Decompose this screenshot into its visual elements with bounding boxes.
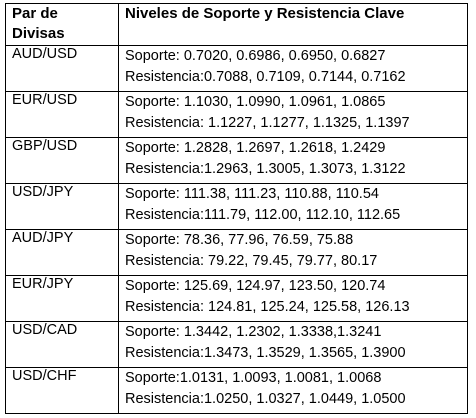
- table-body: AUD/USD Soporte: 0.7020, 0.6986, 0.6950,…: [5, 45, 468, 414]
- pair-cell: USD/JPY: [5, 183, 119, 230]
- table-row: EUR/JPY Soporte: 125.69, 124.97, 123.50,…: [5, 275, 468, 322]
- pair-cell: USD/CAD: [5, 321, 119, 368]
- support-levels: Soporte: 1.3442, 1.2302, 1.3338,1.3241: [125, 324, 382, 340]
- table-row: USD/CAD Soporte: 1.3442, 1.2302, 1.3338,…: [5, 321, 468, 368]
- table-header: Par de Divisas Niveles de Soporte y Resi…: [5, 3, 468, 46]
- resistance-levels: Resistencia:111.79, 112.00, 112.10, 112.…: [125, 207, 401, 223]
- levels-cell: Soporte: 125.69, 124.97, 123.50, 120.74 …: [118, 275, 468, 322]
- table-row: USD/JPY Soporte: 111.38, 111.23, 110.88,…: [5, 183, 468, 230]
- support-levels: Soporte: 1.2828, 1.2697, 1.2618, 1.2429: [125, 140, 386, 156]
- pair-cell: AUD/JPY: [5, 229, 119, 276]
- pair-cell: USD/CHF: [5, 367, 119, 414]
- resistance-levels: Resistencia:1.3473, 1.3529, 1.3565, 1.39…: [125, 345, 406, 361]
- support-resistance-table: Par de Divisas Niveles de Soporte y Resi…: [5, 3, 468, 414]
- header-row: Par de Divisas Niveles de Soporte y Resi…: [5, 3, 468, 46]
- pair-cell: GBP/USD: [5, 137, 119, 184]
- resistance-levels: Resistencia: 79.22, 79.45, 79.77, 80.17: [125, 253, 378, 269]
- table-row: AUD/USD Soporte: 0.7020, 0.6986, 0.6950,…: [5, 45, 468, 92]
- levels-cell: Soporte:1.0131, 1.0093, 1.0081, 1.0068 R…: [118, 367, 468, 414]
- table-row: AUD/JPY Soporte: 78.36, 77.96, 76.59, 75…: [5, 229, 468, 276]
- resistance-levels: Resistencia:1.2963, 1.3005, 1.3073, 1.31…: [125, 161, 406, 177]
- pair-cell: EUR/USD: [5, 91, 119, 138]
- table-row: EUR/USD Soporte: 1.1030, 1.0990, 1.0961,…: [5, 91, 468, 138]
- support-levels: Soporte: 78.36, 77.96, 76.59, 75.88: [125, 232, 354, 248]
- support-levels: Soporte: 111.38, 111.23, 110.88, 110.54: [125, 186, 379, 202]
- pair-cell: EUR/JPY: [5, 275, 119, 322]
- header-pair-line2: Divisas: [12, 25, 65, 42]
- levels-cell: Soporte: 0.7020, 0.6986, 0.6950, 0.6827 …: [118, 45, 468, 92]
- levels-cell: Soporte: 111.38, 111.23, 110.88, 110.54 …: [118, 183, 468, 230]
- support-levels: Soporte: 125.69, 124.97, 123.50, 120.74: [125, 278, 386, 294]
- resistance-levels: Resistencia: 1.1227, 1.1277, 1.1325, 1.1…: [125, 115, 410, 131]
- levels-cell: Soporte: 1.2828, 1.2697, 1.2618, 1.2429 …: [118, 137, 468, 184]
- pair-cell: AUD/USD: [5, 45, 119, 92]
- resistance-levels: Resistencia:0.7088, 0.7109, 0.7144, 0.71…: [125, 69, 406, 85]
- levels-cell: Soporte: 78.36, 77.96, 76.59, 75.88 Resi…: [118, 229, 468, 276]
- table-row: GBP/USD Soporte: 1.2828, 1.2697, 1.2618,…: [5, 137, 468, 184]
- support-levels: Soporte: 1.1030, 1.0990, 1.0961, 1.0865: [125, 94, 386, 110]
- header-pair-line1: Par de: [12, 5, 58, 22]
- support-levels: Soporte: 0.7020, 0.6986, 0.6950, 0.6827: [125, 48, 386, 64]
- header-pair-cell: Par de Divisas: [5, 3, 119, 46]
- levels-cell: Soporte: 1.3442, 1.2302, 1.3338,1.3241 R…: [118, 321, 468, 368]
- levels-cell: Soporte: 1.1030, 1.0990, 1.0961, 1.0865 …: [118, 91, 468, 138]
- resistance-levels: Resistencia:1.0250, 1.0327, 1.0449, 1.05…: [125, 391, 406, 407]
- header-levels-cell: Niveles de Soporte y Resistencia Clave: [118, 3, 468, 46]
- table-row: USD/CHF Soporte:1.0131, 1.0093, 1.0081, …: [5, 367, 468, 414]
- resistance-levels: Resistencia: 124.81, 125.24, 125.58, 126…: [125, 299, 410, 315]
- support-levels: Soporte:1.0131, 1.0093, 1.0081, 1.0068: [125, 370, 382, 386]
